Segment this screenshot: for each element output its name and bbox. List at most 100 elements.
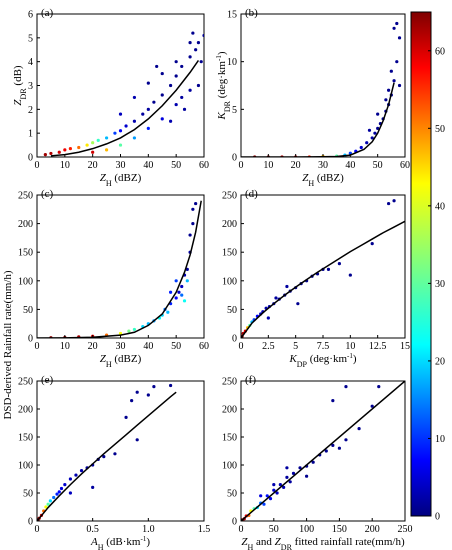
x-tick-label: 60 <box>199 341 209 352</box>
data-point <box>113 131 117 135</box>
y-tick-label: 2 <box>28 105 33 116</box>
data-point <box>44 505 48 509</box>
x-tick-label: 0 <box>35 160 40 171</box>
data-point <box>177 290 181 294</box>
data-point <box>174 74 178 78</box>
data-point <box>188 88 192 92</box>
data-point <box>376 126 380 130</box>
x-tick-label: 10 <box>60 341 70 352</box>
data-point <box>68 491 72 495</box>
x-tick-label: 10 <box>263 160 273 171</box>
data-point <box>174 279 178 283</box>
data-point <box>272 488 276 492</box>
data-point <box>268 497 273 501</box>
data-point <box>180 284 184 289</box>
panel-label: (a) <box>41 7 54 19</box>
colorbar-tick-label: 10 <box>435 434 445 445</box>
data-point <box>337 446 341 450</box>
y-tick-label: 100 <box>222 461 237 472</box>
data-point <box>305 474 309 478</box>
data-point <box>191 207 195 211</box>
data-point <box>384 98 388 102</box>
data-point <box>59 486 64 491</box>
data-point <box>124 124 128 128</box>
y-tick-label: 150 <box>222 248 237 259</box>
data-point <box>331 399 335 403</box>
y-tick-label: 150 <box>18 248 33 259</box>
data-point <box>132 136 137 140</box>
data-point <box>337 262 341 266</box>
x-axis-label: AH (dB·km-1) <box>90 535 150 550</box>
x-tick-label: 50 <box>171 160 181 171</box>
x-tick-label: 1.5 <box>198 524 211 535</box>
data-point <box>202 33 204 38</box>
y-tick-label: 200 <box>222 405 237 416</box>
data-point <box>57 490 61 494</box>
data-point <box>199 60 203 64</box>
fit-curve <box>241 82 395 157</box>
x-tick-label: 40 <box>143 341 153 352</box>
x-tick-label: 150 <box>332 524 347 535</box>
data-point <box>182 107 187 111</box>
x-tick-label: 30 <box>116 160 126 171</box>
data-point <box>367 128 372 132</box>
y-tick-label: 50 <box>227 489 237 500</box>
data-point <box>194 201 198 206</box>
panel-c: 0 10 20 30 40 50 60 0 50 100 150 200 250 ZH (dBZ) (c) <box>18 188 209 369</box>
y-tick-label: 50 <box>23 489 33 500</box>
data-point <box>262 502 266 506</box>
panel-label: (b) <box>245 7 258 19</box>
data-point <box>188 41 192 45</box>
y-tick-label: 250 <box>222 377 237 388</box>
data-point <box>180 293 184 297</box>
data-point <box>377 385 381 389</box>
x-tick-label: 10 <box>345 341 355 352</box>
data-point <box>259 494 263 498</box>
panel-label: (c) <box>41 188 54 200</box>
data-point <box>160 117 164 121</box>
data-point <box>169 119 173 123</box>
x-tick-label: 20 <box>291 160 301 171</box>
data-point <box>288 480 292 484</box>
fit-curve <box>50 60 200 157</box>
data-point <box>370 242 374 246</box>
y-axis-label: KDR (deg·km-1) <box>215 51 232 120</box>
data-point <box>392 199 396 203</box>
y-tick-label: 5 <box>28 33 33 44</box>
data-point <box>344 385 348 389</box>
fit-curve <box>241 220 405 338</box>
data-point <box>285 284 289 289</box>
data-point <box>46 502 50 506</box>
fit-curve <box>241 381 405 521</box>
x-axis-label: ZH and ZDR fitted rainfall rate(mm/h) <box>241 536 405 550</box>
data-point <box>55 492 59 496</box>
data-point <box>152 100 156 104</box>
data-point <box>96 138 100 142</box>
data-point <box>146 107 150 111</box>
data-point <box>68 477 72 481</box>
data-point <box>180 95 184 100</box>
colorbar-tick-label: 50 <box>435 124 445 135</box>
plot-frame <box>36 13 205 158</box>
y-tick-label: 3 <box>28 81 33 92</box>
data-point <box>104 136 109 140</box>
data-point <box>188 233 192 237</box>
x-axis-label: ZH (dBZ) <box>302 172 344 188</box>
y-tick-label: 5 <box>232 105 237 116</box>
data-point <box>141 112 145 116</box>
data-point <box>365 141 369 145</box>
data-point <box>188 55 192 59</box>
x-tick-label: 40 <box>345 160 355 171</box>
data-point <box>132 95 137 100</box>
data-point <box>397 83 402 88</box>
x-tick-label: 30 <box>116 341 126 352</box>
x-tick-label: 0 <box>239 160 244 171</box>
data-point <box>127 329 131 333</box>
data-point <box>91 141 95 145</box>
data-point <box>49 151 53 156</box>
y-tick-label: 0 <box>232 334 237 345</box>
colorbar-ticks: 0 10 20 30 40 50 60 <box>428 46 445 523</box>
data-point <box>191 222 195 226</box>
colorbar-tick-label: 30 <box>435 279 445 290</box>
shared-y-axis-label: DSD-derived Rainfall rate(mm/h) <box>2 270 14 419</box>
